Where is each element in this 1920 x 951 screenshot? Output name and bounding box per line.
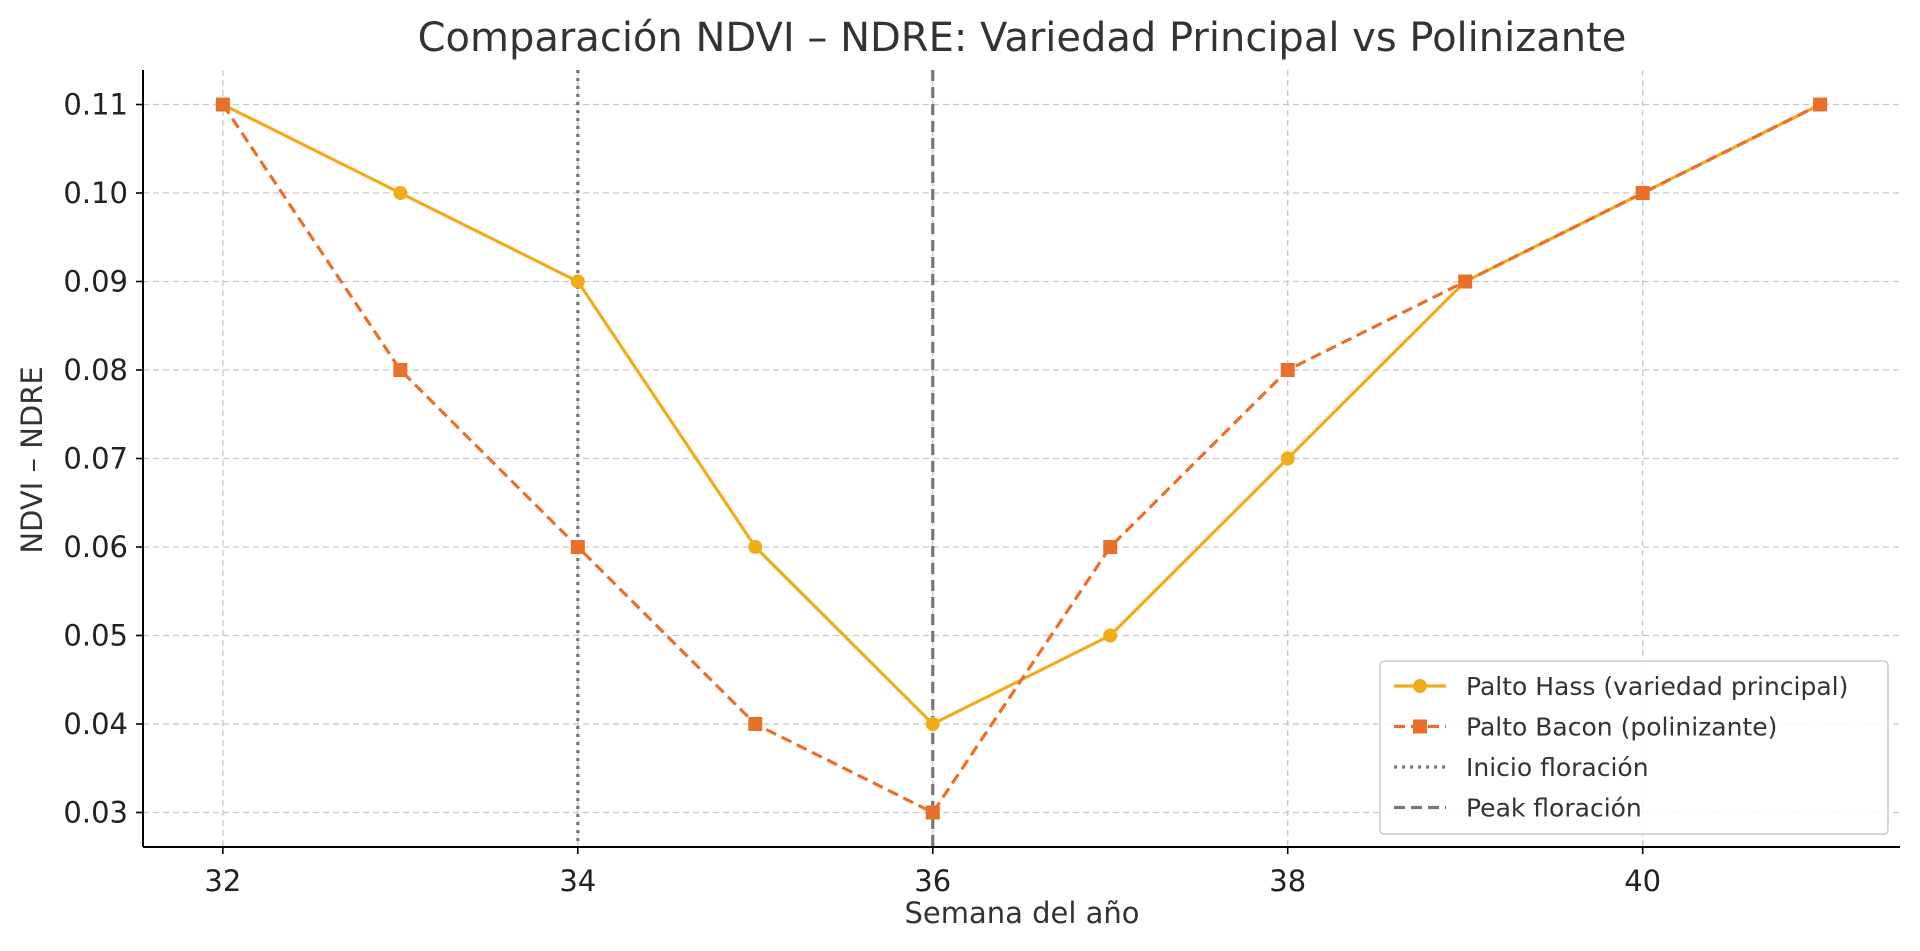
series-line-palto-bacon-polinizante <box>221 103 1821 815</box>
data-point <box>1635 186 1650 201</box>
legend-entry-inicio-floracion: Inicio floración <box>1394 753 1649 782</box>
data-point <box>215 97 230 112</box>
y-tick-label: 0.10 <box>63 176 128 210</box>
data-point <box>570 274 585 289</box>
data-point <box>570 539 585 554</box>
data-point <box>393 363 408 378</box>
x-tick-label: 40 <box>1624 864 1661 898</box>
x-axis-label: Semana del año <box>904 896 1139 930</box>
data-point <box>925 716 940 731</box>
data-point <box>1458 274 1473 289</box>
data-point <box>748 539 763 554</box>
y-axis-label: NDVI – NDRE <box>15 366 49 553</box>
legend-label: Peak floración <box>1466 794 1642 823</box>
x-tick-label: 32 <box>204 864 241 898</box>
x-tick-label: 38 <box>1269 864 1306 898</box>
y-tick-label: 0.07 <box>63 442 128 476</box>
legend-entry-palto-hass-variedad-principal: Palto Hass (variedad principal) <box>1394 672 1848 701</box>
y-tick-label: 0.05 <box>63 618 128 652</box>
legend-entry-peak-floracion: Peak floración <box>1394 794 1642 823</box>
series <box>215 97 1828 820</box>
legend-marker <box>1413 679 1427 693</box>
legend-label: Palto Hass (variedad principal) <box>1466 672 1848 701</box>
data-point <box>1103 539 1118 554</box>
series-palto-bacon-polinizante <box>215 97 1828 820</box>
data-point <box>393 186 408 201</box>
y-tick-label: 0.11 <box>63 88 128 122</box>
data-point <box>1103 628 1118 643</box>
y-tick-label: 0.06 <box>63 530 128 564</box>
axes <box>136 70 1900 854</box>
data-point <box>1813 97 1828 112</box>
y-tick-label: 0.08 <box>63 353 128 387</box>
legend-marker <box>1413 719 1427 734</box>
legend: Palto Hass (variedad principal) Palto Bac… <box>1379 660 1889 835</box>
x-tick-label: 34 <box>559 864 596 898</box>
legend-label: Inicio floración <box>1466 753 1649 782</box>
data-point <box>1280 451 1295 466</box>
legend-label: Palto Bacon (polinizante) <box>1466 713 1777 742</box>
legend-entry-palto-bacon-polinizante: Palto Bacon (polinizante) <box>1394 713 1777 742</box>
legend-box <box>1379 660 1889 835</box>
series-line-palto-hass-variedad-principal <box>222 103 1821 726</box>
y-tick-label: 0.09 <box>63 265 128 299</box>
x-tick-label: 36 <box>914 864 951 898</box>
y-tick-label: 0.03 <box>63 795 128 829</box>
data-point <box>748 716 763 731</box>
data-point <box>1280 363 1295 378</box>
y-tick-label: 0.04 <box>63 707 128 741</box>
tick-labels: 32 34 36 38 40 0.03 0.04 0.05 0.06 0.07 0.08 0.09 0.… <box>63 88 1661 898</box>
chart-title: Comparación NDVI – NDRE: Variedad Princi… <box>418 15 1627 61</box>
data-point <box>925 805 940 820</box>
